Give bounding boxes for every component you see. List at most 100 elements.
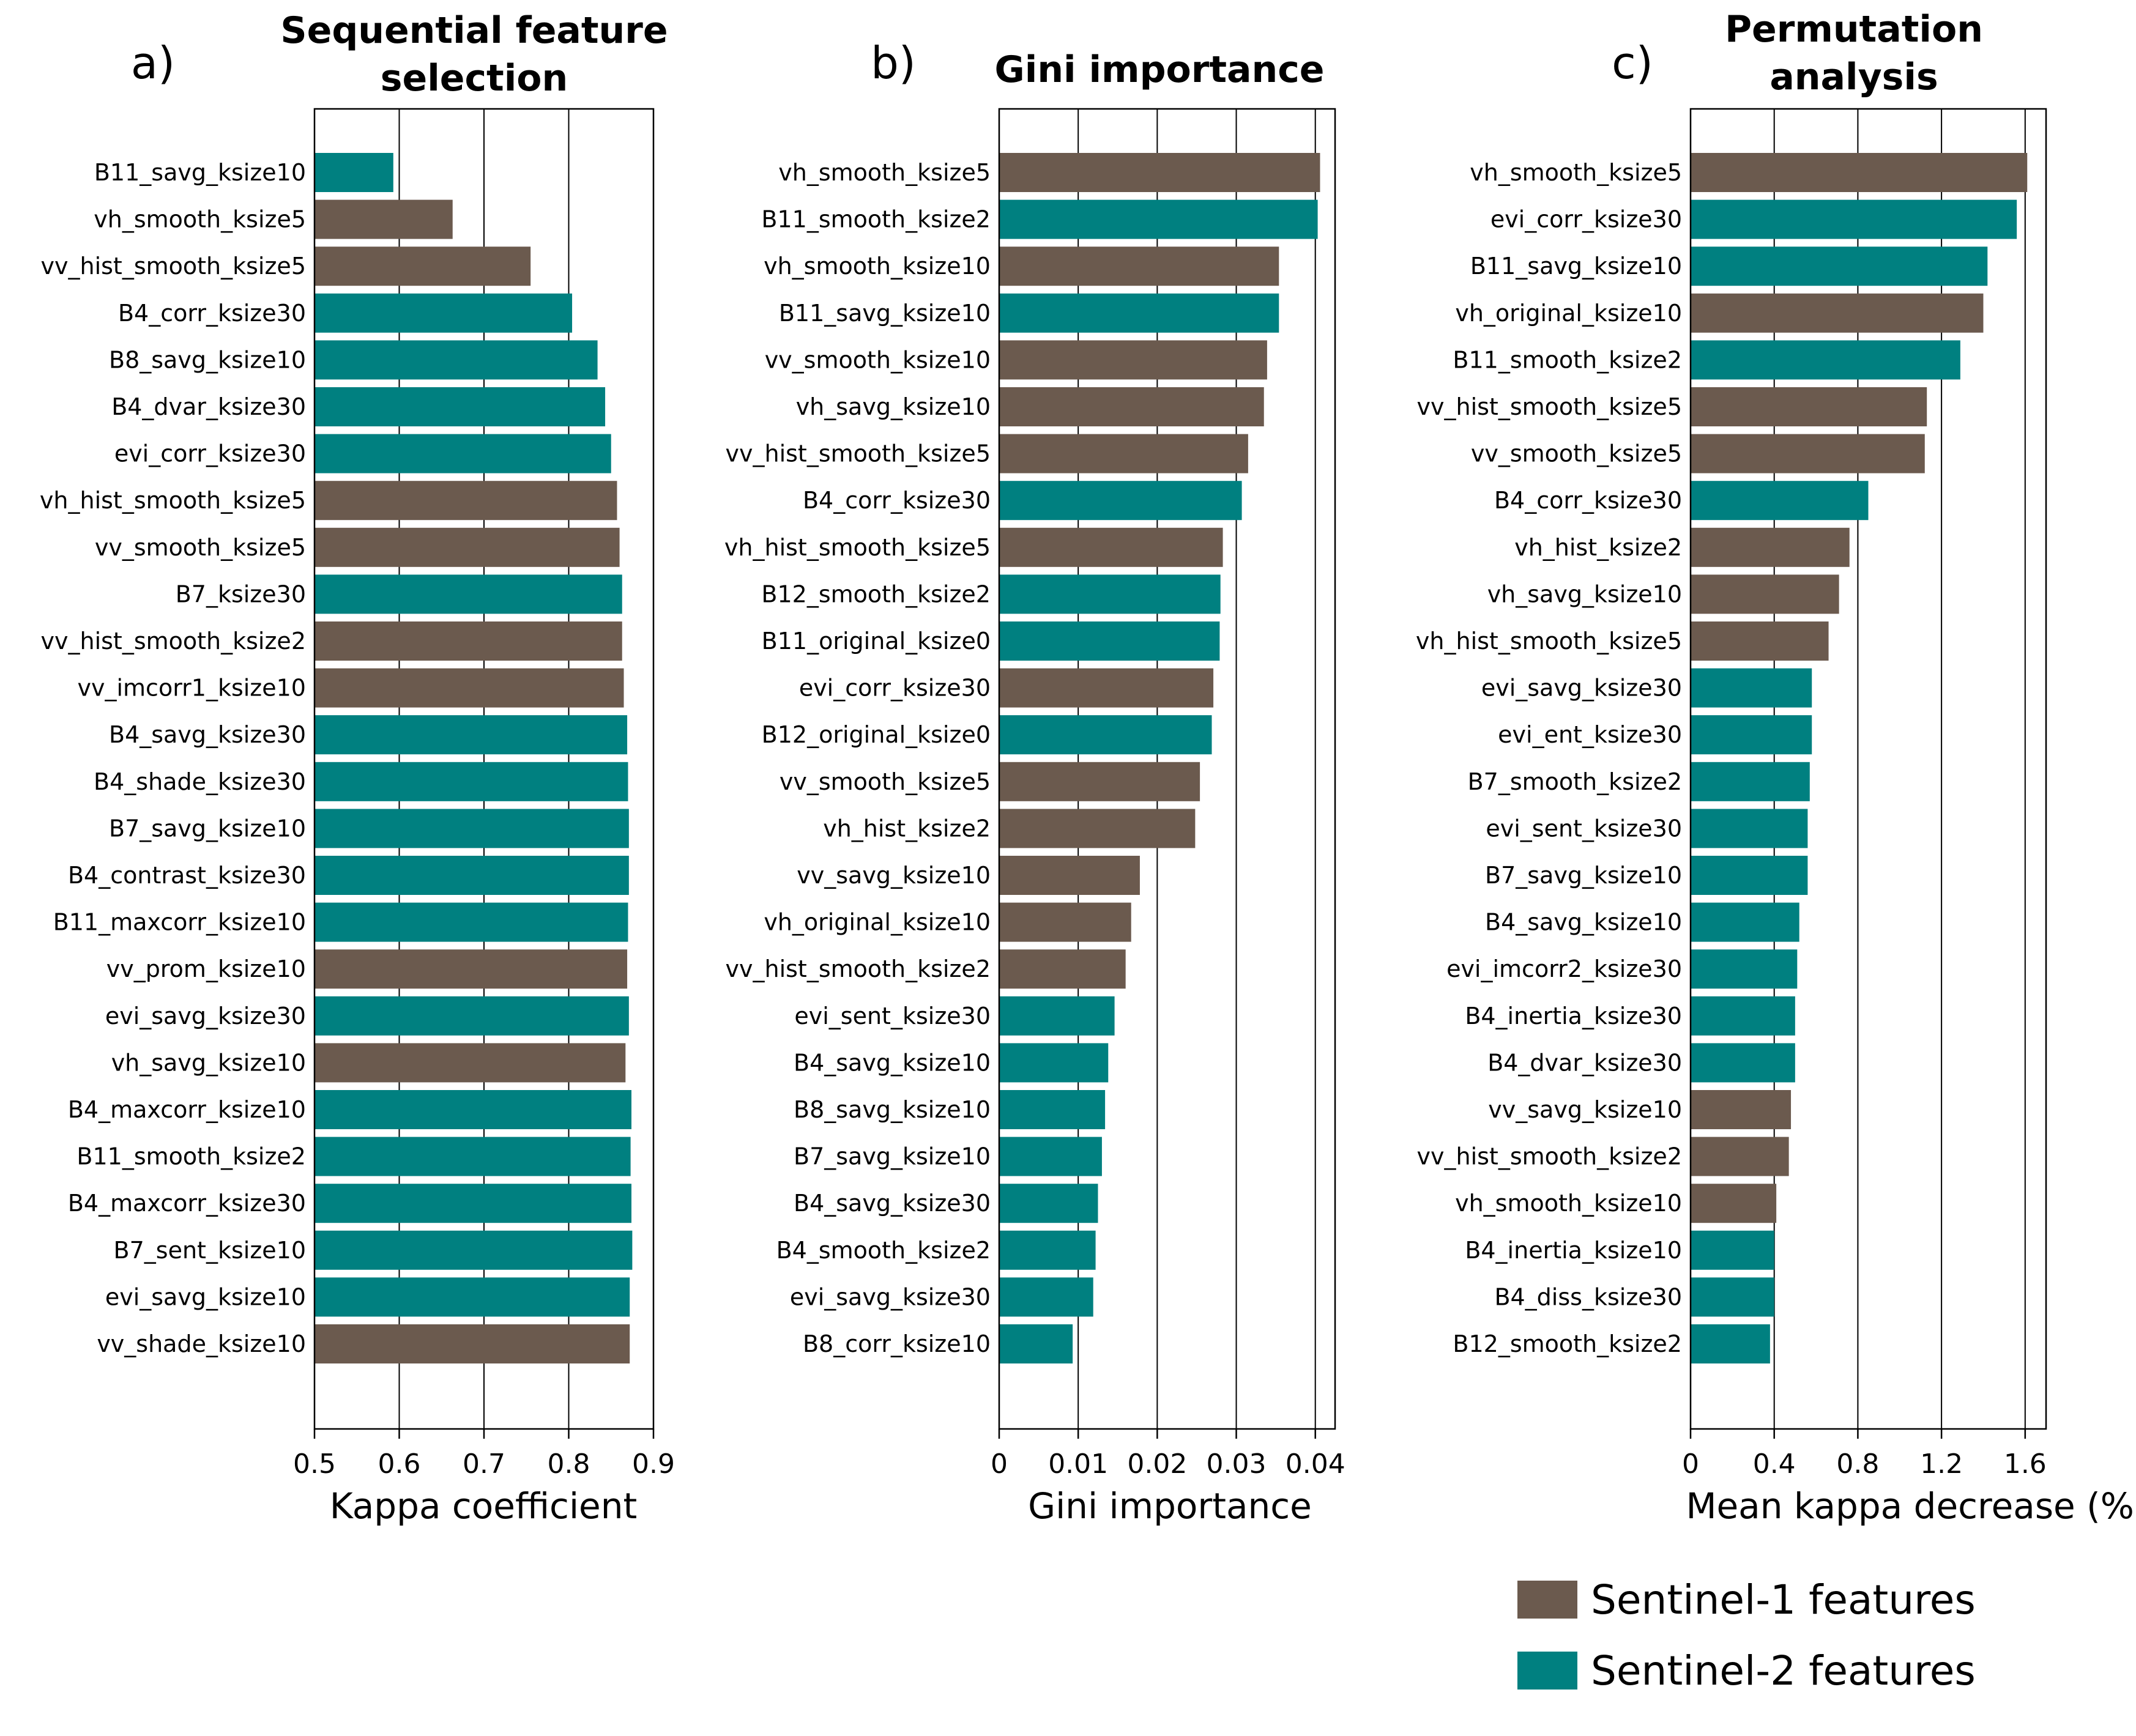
panel-c-category-label-15: B7_savg_ksize10 xyxy=(1485,862,1682,889)
panel-a-bar-24 xyxy=(314,1277,630,1317)
panel-c-tick-label-3: 1.2 xyxy=(1920,1449,1963,1480)
panel-c-bar-14 xyxy=(1691,809,1808,848)
panel-c-bar-23 xyxy=(1691,1230,1774,1270)
panel-b-bar-2 xyxy=(999,247,1279,286)
panel-b-bar-0 xyxy=(999,153,1320,192)
panel-a-tick-label-0: 0.5 xyxy=(293,1449,336,1480)
panel-c-category-label-3: vh_original_ksize10 xyxy=(1455,300,1682,327)
panel-label-c: c) xyxy=(1612,37,1653,89)
panel-c-category-label-11: evi_savg_ksize30 xyxy=(1481,675,1682,702)
panel-a-bar-7 xyxy=(314,481,617,521)
panel-a-bar-9 xyxy=(314,574,622,614)
panel-c-bar-20 xyxy=(1691,1090,1792,1129)
panel-a-bar-10 xyxy=(314,621,622,661)
panel-a-tick-label-1: 0.6 xyxy=(378,1449,421,1480)
panel-c-bar-0 xyxy=(1691,153,2028,192)
panel-a-bar-18 xyxy=(314,996,629,1036)
panel-a-category-label-12: B4_savg_ksize30 xyxy=(109,721,306,748)
panel-c-tick-label-1: 0.4 xyxy=(1753,1449,1796,1480)
panel-a-bar-0 xyxy=(314,153,393,192)
panel-c-bar-1 xyxy=(1691,199,2017,239)
panel-a-title-line1: Sequential feature xyxy=(280,9,668,52)
panel-a-bar-4 xyxy=(314,340,598,380)
panel-b-category-label-11: evi_corr_ksize30 xyxy=(799,675,991,702)
panel-a-category-label-8: vv_smooth_ksize5 xyxy=(95,534,306,561)
panel-c-category-label-18: B4_inertia_ksize30 xyxy=(1465,1003,1682,1029)
panel-b-category-label-24: evi_savg_ksize30 xyxy=(790,1283,991,1310)
panel-b-category-label-9: B12_smooth_ksize2 xyxy=(761,581,991,607)
panel-a-category-label-22: B4_maxcorr_ksize30 xyxy=(68,1190,306,1217)
panel-a-tick-label-2: 0.7 xyxy=(463,1449,505,1480)
panel-b-bar-23 xyxy=(999,1230,1096,1270)
panel-b-category-label-0: vh_smooth_ksize5 xyxy=(778,159,991,186)
panel-c-category-label-16: B4_savg_ksize10 xyxy=(1485,909,1682,936)
panel-c-category-label-9: vh_savg_ksize10 xyxy=(1487,581,1682,607)
panel-b-category-label-4: vv_smooth_ksize10 xyxy=(765,346,991,373)
panel-label-b: b) xyxy=(871,37,916,89)
panel-c-bar-2 xyxy=(1691,247,1988,286)
panel-c-category-label-17: evi_imcorr2_ksize30 xyxy=(1446,955,1682,982)
panel-a-category-label-17: vv_prom_ksize10 xyxy=(106,955,306,982)
panel-b-bar-21 xyxy=(999,1137,1102,1176)
panel-b-category-label-20: B8_savg_ksize10 xyxy=(794,1096,991,1123)
panel-a-title-line2: selection xyxy=(381,57,568,100)
panel-c-frame xyxy=(1689,108,2047,1430)
panel-c-category-label-8: vh_hist_ksize2 xyxy=(1514,534,1682,561)
panel-a-bar-13 xyxy=(314,762,628,801)
panel-b-category-label-16: vh_original_ksize10 xyxy=(764,909,991,936)
panel-c-category-label-2: B11_savg_ksize10 xyxy=(1470,253,1682,280)
panel-a-bar-3 xyxy=(314,293,573,333)
panel-a-bar-16 xyxy=(314,902,628,942)
panel-b-bar-14 xyxy=(999,809,1196,848)
panel-c-category-label-4: B11_smooth_ksize2 xyxy=(1453,346,1682,373)
panel-c-tick-label-4: 1.6 xyxy=(2004,1449,2047,1480)
panel-a-bar-19 xyxy=(314,1043,626,1083)
panel-b-category-label-6: vv_hist_smooth_ksize5 xyxy=(726,440,991,467)
panel-a-category-label-21: B11_smooth_ksize2 xyxy=(76,1143,306,1170)
panel-b-category-label-2: vh_smooth_ksize10 xyxy=(764,253,991,280)
panel-c-title-line1: Permutation xyxy=(1725,8,1983,51)
panel-c-category-label-23: B4_inertia_ksize10 xyxy=(1465,1237,1682,1264)
panel-b-plot: vh_smooth_ksize5 B11_smooth_ksize2 vh_smoo… xyxy=(724,108,1345,1480)
panel-b-tick-label-2: 0.02 xyxy=(1127,1449,1187,1480)
panel-b-bar-3 xyxy=(999,293,1279,333)
panel-c-bar-8 xyxy=(1691,527,1850,567)
panel-b-bar-25 xyxy=(999,1324,1073,1363)
panel-b-bar-10 xyxy=(999,621,1220,661)
panel-c-bar-17 xyxy=(1691,949,1798,989)
panel-a-category-label-10: vv_hist_smooth_ksize2 xyxy=(41,628,306,655)
panel-b-bar-15 xyxy=(999,856,1140,895)
panel-c-category-label-0: vh_smooth_ksize5 xyxy=(1470,159,1682,186)
panel-a-bar-5 xyxy=(314,387,606,426)
panel-a-category-label-24: evi_savg_ksize10 xyxy=(105,1283,306,1310)
panel-a-category-label-5: B4_dvar_ksize30 xyxy=(111,393,306,420)
panel-a-category-label-0: B11_savg_ksize10 xyxy=(94,159,306,186)
panel-b-category-label-23: B4_smooth_ksize2 xyxy=(776,1237,991,1264)
legend: Sentinel-1 features Sentinel-2 features xyxy=(1517,1576,1976,1694)
panel-c-category-label-6: vv_smooth_ksize5 xyxy=(1471,440,1682,467)
panel-c-bar-9 xyxy=(1691,574,1839,614)
panel-a-tick-label-3: 0.8 xyxy=(548,1449,590,1480)
panel-a-xlabel: Kappa coefficient xyxy=(330,1485,638,1527)
panel-c-bar-7 xyxy=(1691,481,1869,521)
panel-c-xlabel: Mean kappa decrease (%) xyxy=(1686,1485,2136,1527)
panel-a: a) Sequential feature selection B11_savg… xyxy=(40,9,675,1527)
panel-c-tick-label-2: 0.8 xyxy=(1836,1449,1879,1480)
panel-c-bar-5 xyxy=(1691,387,1927,426)
panel-b-bar-11 xyxy=(999,668,1214,708)
panel-b-bar-16 xyxy=(999,902,1131,942)
panel-b-bar-6 xyxy=(999,434,1248,473)
panel-b-bar-1 xyxy=(999,199,1318,239)
panel-b: b) Gini importance vh_smooth_ksize5 B11_s… xyxy=(724,37,1345,1527)
panel-a-bar-17 xyxy=(314,949,628,989)
panel-c-bar-18 xyxy=(1691,996,1795,1036)
panel-c-bar-12 xyxy=(1691,715,1812,755)
panel-b-category-label-18: evi_sent_ksize30 xyxy=(794,1003,991,1029)
panel-a-bar-23 xyxy=(314,1230,633,1270)
panel-c-category-label-5: vv_hist_smooth_ksize5 xyxy=(1417,393,1682,420)
legend-label-sentinel-1: Sentinel-1 features xyxy=(1591,1576,1976,1623)
panel-a-bar-21 xyxy=(314,1137,631,1176)
legend-swatch-sentinel-2 xyxy=(1517,1652,1577,1690)
panel-c-bar-10 xyxy=(1691,621,1829,661)
